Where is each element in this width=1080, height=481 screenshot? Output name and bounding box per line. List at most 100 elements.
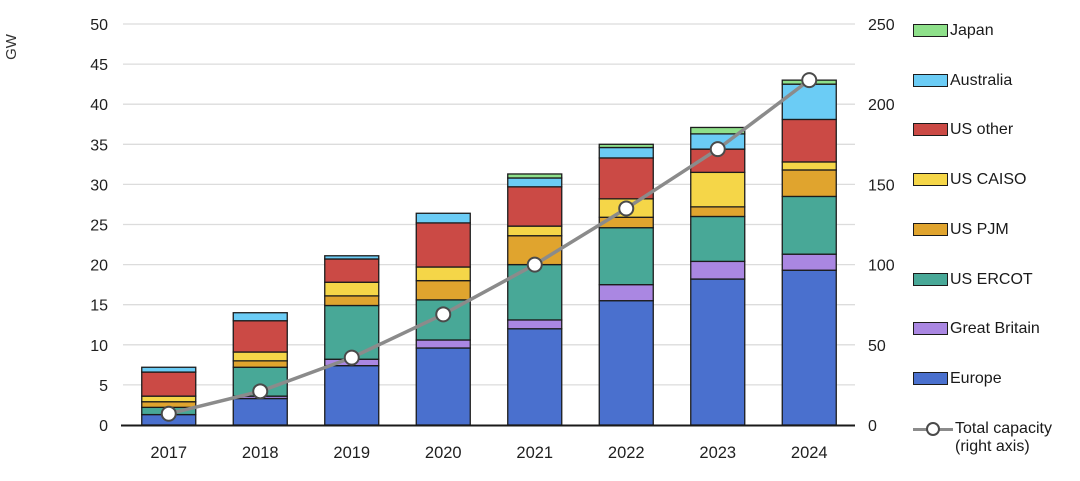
bar-segment-us-ercot xyxy=(690,215,746,263)
legend-label: Total capacity (right axis) xyxy=(955,420,1052,455)
y-left-tick-label: 50 xyxy=(90,17,108,34)
bar-segment-japan xyxy=(598,143,654,149)
legend-label: Japan xyxy=(950,22,994,39)
legend-item-us-other: US other xyxy=(913,121,1013,139)
y-right-tick-label: 150 xyxy=(868,177,895,194)
bar-segment-australia xyxy=(324,255,380,260)
legend-swatch-icon xyxy=(913,322,948,336)
legend-line-marker-icon xyxy=(913,420,953,437)
bar-segment-europe xyxy=(598,300,654,426)
legend: Japan Australia US other US CAISO US PJM US E… xyxy=(913,0,1080,481)
total-capacity-marker xyxy=(526,256,543,273)
bar-segment-us-ercot xyxy=(781,195,837,255)
bar-segment-us-other xyxy=(141,371,197,397)
legend-circle-icon xyxy=(926,422,940,436)
y-right-tick-label: 250 xyxy=(868,17,895,34)
x-tick-label: 2019 xyxy=(333,444,370,462)
bar-segment-us-pjm xyxy=(232,360,288,368)
legend-label: US CAISO xyxy=(950,171,1027,189)
legend-swatch-icon xyxy=(913,222,948,236)
bar-segment-great-britain xyxy=(415,339,471,349)
bar-segment-australia xyxy=(232,312,288,322)
bar-segment-australia xyxy=(598,146,654,159)
x-tick-label: 2022 xyxy=(608,444,645,462)
bar-segment-us-caiso xyxy=(781,161,837,171)
bar-segment-us-other xyxy=(324,258,380,283)
x-tick-label: 2021 xyxy=(516,444,553,462)
total-capacity-marker xyxy=(801,72,818,89)
bar-segment-great-britain xyxy=(507,319,563,330)
bar-segment-europe xyxy=(415,347,471,426)
legend-swatch-icon xyxy=(913,371,948,385)
stacked-bars xyxy=(141,79,837,426)
legend-item-australia: Australia xyxy=(913,72,1012,90)
y-left-tick-label: 0 xyxy=(99,418,108,435)
bar-segment-europe xyxy=(232,397,288,426)
axes: 0 5 10 15 20 25 30 35 40 45 50 0 50 100 150 200 250 2017 2… xyxy=(90,17,895,462)
y-left-tick-label: 5 xyxy=(99,378,108,395)
x-tick-label: 2023 xyxy=(699,444,736,462)
bar-segment-great-britain xyxy=(598,283,654,302)
total-capacity-polyline xyxy=(168,78,811,416)
bar-segment-us-other xyxy=(781,118,837,163)
total-capacity-marker xyxy=(343,349,360,366)
bar-segment-us-caiso xyxy=(507,225,563,237)
bar-segment-us-caiso xyxy=(232,351,288,362)
bar-segment-australia xyxy=(141,366,197,373)
legend-label: Great Britain xyxy=(950,320,1040,338)
bar-segment-us-other xyxy=(598,157,654,200)
y-right-tick-label: 200 xyxy=(868,97,895,114)
bar-segment-europe xyxy=(781,269,837,426)
total-capacity-line xyxy=(160,72,818,422)
legend-label: Europe xyxy=(950,369,1002,387)
bar-segment-us-pjm xyxy=(415,279,471,301)
legend-swatch-icon xyxy=(913,173,948,187)
y-left-tick-label: 45 xyxy=(90,57,108,74)
legend-label: Australia xyxy=(950,71,1013,89)
bar-segment-us-pjm xyxy=(690,206,746,218)
y-right-tick-label: 100 xyxy=(868,258,895,275)
legend-label: US other xyxy=(950,121,1014,139)
bar-segment-australia xyxy=(781,83,837,121)
y-left-tick-label: 25 xyxy=(90,218,108,235)
bar-segment-great-britain xyxy=(781,253,837,271)
y-left-tick-label: 10 xyxy=(90,338,108,355)
legend-label: US PJM xyxy=(950,220,1009,238)
total-capacity-marker xyxy=(160,405,177,422)
legend-label-line2: (right axis) xyxy=(955,438,1030,455)
bar-segment-europe xyxy=(324,365,380,426)
y-left-tick-label: 40 xyxy=(90,97,108,114)
legend-swatch-icon xyxy=(913,123,948,137)
bar-segment-us-caiso xyxy=(141,395,197,403)
legend-label: US ERCOT xyxy=(950,270,1033,288)
legend-item-us-caiso: US CAISO xyxy=(913,171,1026,189)
total-capacity-marker xyxy=(252,383,269,400)
x-tick-label: 2017 xyxy=(150,444,187,462)
legend-item-japan: Japan xyxy=(913,22,994,40)
y-left-tick-label: 20 xyxy=(90,258,108,275)
bar-segment-us-other xyxy=(415,222,471,268)
x-tick-label: 2018 xyxy=(242,444,279,462)
legend-item-us-ercot: US ERCOT xyxy=(913,271,1033,289)
bar-segment-japan xyxy=(507,173,563,179)
bar-segment-europe xyxy=(507,328,563,426)
legend-swatch-icon xyxy=(913,272,948,286)
total-capacity-marker xyxy=(709,141,726,158)
bar-segment-us-pjm xyxy=(781,169,837,198)
bar-segment-us-other xyxy=(232,320,288,353)
bar-segment-us-pjm xyxy=(324,295,380,307)
y-right-tick-label: 50 xyxy=(868,338,886,355)
legend-item-us-pjm: US PJM xyxy=(913,221,1009,239)
bar-segment-us-caiso xyxy=(415,266,471,282)
y-axis-title: GW xyxy=(3,33,20,60)
bar-segment-europe xyxy=(690,278,746,426)
legend-item-europe: Europe xyxy=(913,370,1002,388)
bar-segment-us-other xyxy=(507,186,563,227)
bar-segment-australia xyxy=(507,177,563,188)
legend-swatch-icon xyxy=(913,24,948,37)
bar-segment-us-ercot xyxy=(598,227,654,286)
bar-segment-great-britain xyxy=(690,260,746,280)
y-left-tick-label: 15 xyxy=(90,298,108,315)
